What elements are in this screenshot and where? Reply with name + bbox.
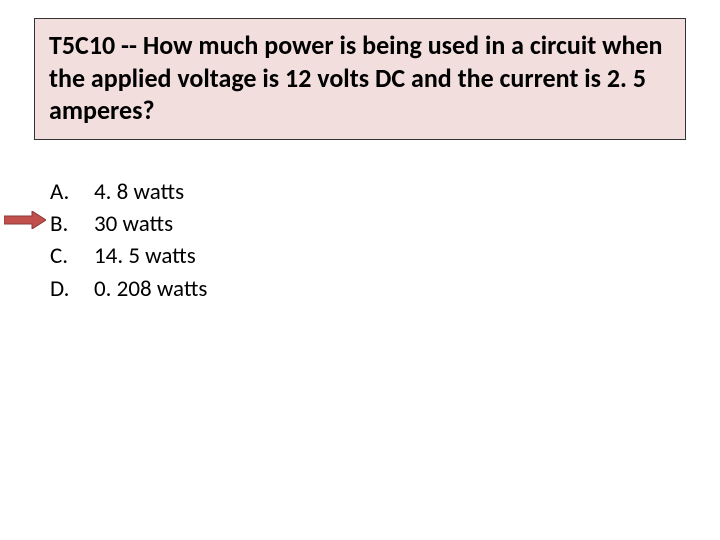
answer-letter: C.	[50, 240, 90, 272]
answer-letter: B.	[50, 208, 90, 240]
answer-letter: D.	[50, 273, 90, 305]
question-box: T5C10 -- How much power is being used in…	[34, 18, 686, 140]
answer-row: C. 14. 5 watts	[50, 240, 207, 272]
answer-text: 14. 5 watts	[90, 240, 196, 272]
answer-text: 0. 208 watts	[90, 273, 207, 305]
answer-list: A. 4. 8 watts B. 30 watts C. 14. 5 watts…	[50, 176, 207, 305]
answer-letter: A.	[50, 176, 90, 208]
answer-text: 30 watts	[90, 208, 173, 240]
answer-row: A. 4. 8 watts	[50, 176, 207, 208]
answer-text: 4. 8 watts	[90, 176, 184, 208]
arrow-shape	[4, 211, 46, 229]
slide: T5C10 -- How much power is being used in…	[0, 0, 720, 540]
question-text: T5C10 -- How much power is being used in…	[49, 29, 671, 127]
correct-answer-arrow-icon	[4, 211, 46, 229]
answer-row: D. 0. 208 watts	[50, 273, 207, 305]
answer-row: B. 30 watts	[50, 208, 207, 240]
